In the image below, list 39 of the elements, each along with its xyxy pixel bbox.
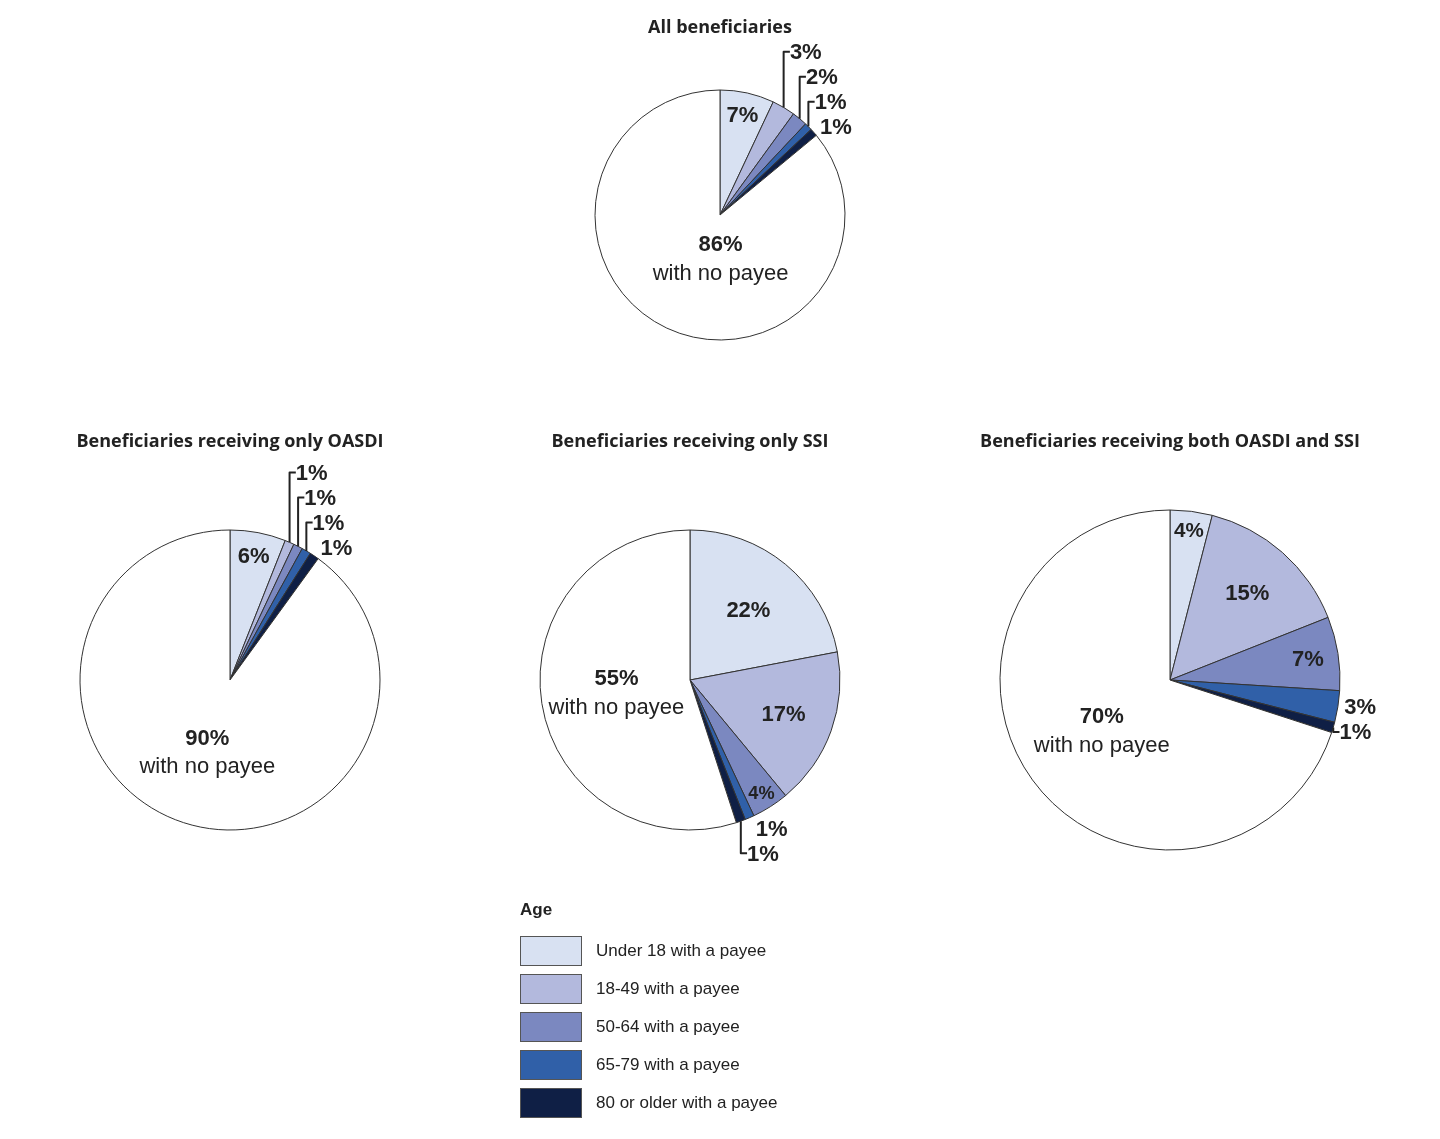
data-label: 1% bbox=[304, 484, 337, 510]
data-label: 2% bbox=[805, 64, 838, 90]
data-label: 3% bbox=[1344, 694, 1376, 720]
legend-label: 50-64 with a payee bbox=[596, 1017, 740, 1037]
data-label: 1% bbox=[320, 534, 353, 560]
data-label: 1% bbox=[820, 114, 852, 140]
legend-label: Under 18 with a payee bbox=[596, 941, 767, 961]
legend-label: 65-79 with a payee bbox=[596, 1055, 740, 1075]
data-label: 15% bbox=[1225, 579, 1270, 605]
legend-label: 80 or older with a payee bbox=[596, 1093, 778, 1113]
legend-title: Age bbox=[520, 900, 554, 920]
slice-label: with no payee bbox=[138, 753, 276, 779]
data-label: 4% bbox=[1174, 518, 1204, 542]
chart-title: Beneficiaries receiving both OASDI and SSI bbox=[980, 427, 1360, 452]
data-label: 1% bbox=[747, 840, 779, 866]
slice-label: with no payee bbox=[651, 260, 789, 286]
pie-slice bbox=[79, 529, 381, 831]
data-label: 55% bbox=[594, 664, 639, 690]
data-label: 1% bbox=[814, 89, 847, 115]
data-label: 7% bbox=[1291, 645, 1324, 671]
data-label: 70% bbox=[1079, 703, 1124, 729]
data-label: 6% bbox=[237, 543, 270, 569]
data-label: 1% bbox=[755, 815, 788, 841]
data-label: 90% bbox=[185, 724, 230, 750]
data-label: 3% bbox=[789, 39, 822, 65]
chart-title: Beneficiaries receiving only OASDI bbox=[76, 427, 384, 452]
slice-label: with no payee bbox=[547, 693, 685, 719]
data-label: 86% bbox=[698, 231, 743, 257]
chart-title: All beneficiaries bbox=[648, 14, 792, 39]
data-label: 7% bbox=[726, 102, 759, 128]
data-label: 22% bbox=[726, 596, 771, 622]
data-label: 1% bbox=[1339, 719, 1372, 745]
slice-label: with no payee bbox=[1032, 731, 1170, 757]
data-label: 1% bbox=[295, 459, 328, 485]
legend-label: 18-49 with a payee bbox=[596, 979, 740, 999]
chart-title: Beneficiaries receiving only SSI bbox=[551, 427, 829, 452]
data-label: 1% bbox=[312, 509, 345, 535]
data-label: 4% bbox=[748, 782, 775, 803]
data-label: 17% bbox=[761, 701, 806, 727]
